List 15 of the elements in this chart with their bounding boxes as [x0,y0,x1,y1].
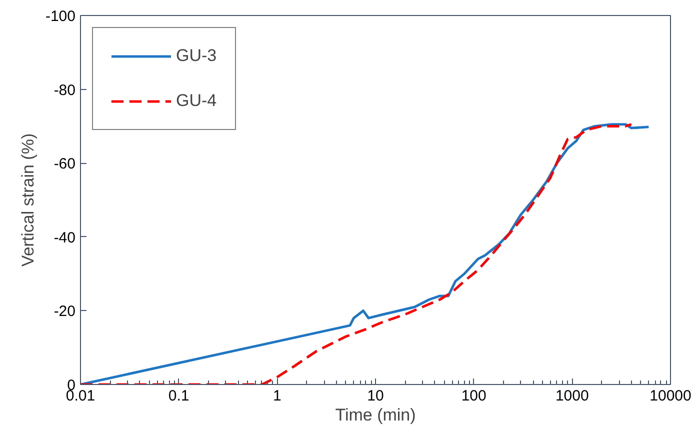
y-tick-label: -80 [54,82,76,99]
y-tick-label: -40 [54,229,76,246]
y-tick-label: -20 [54,303,76,320]
legend-label: GU-3 [176,46,217,66]
x-tick-label: 1 [272,388,282,404]
x-tick-label: 0.1 [168,388,190,404]
x-tick-label: 10000 [650,388,692,404]
x-tick-label: 10 [367,388,384,404]
x-tick-label: 100 [461,388,486,404]
x-axis-title: Time (min) [335,406,416,424]
y-tick-label: -60 [54,156,76,173]
y-tick-label: -100 [45,8,76,25]
x-tick-label: 1000 [555,388,589,404]
legend-label: GU-4 [176,91,217,111]
y-axis-title: Vertical strain (%) [18,133,38,267]
